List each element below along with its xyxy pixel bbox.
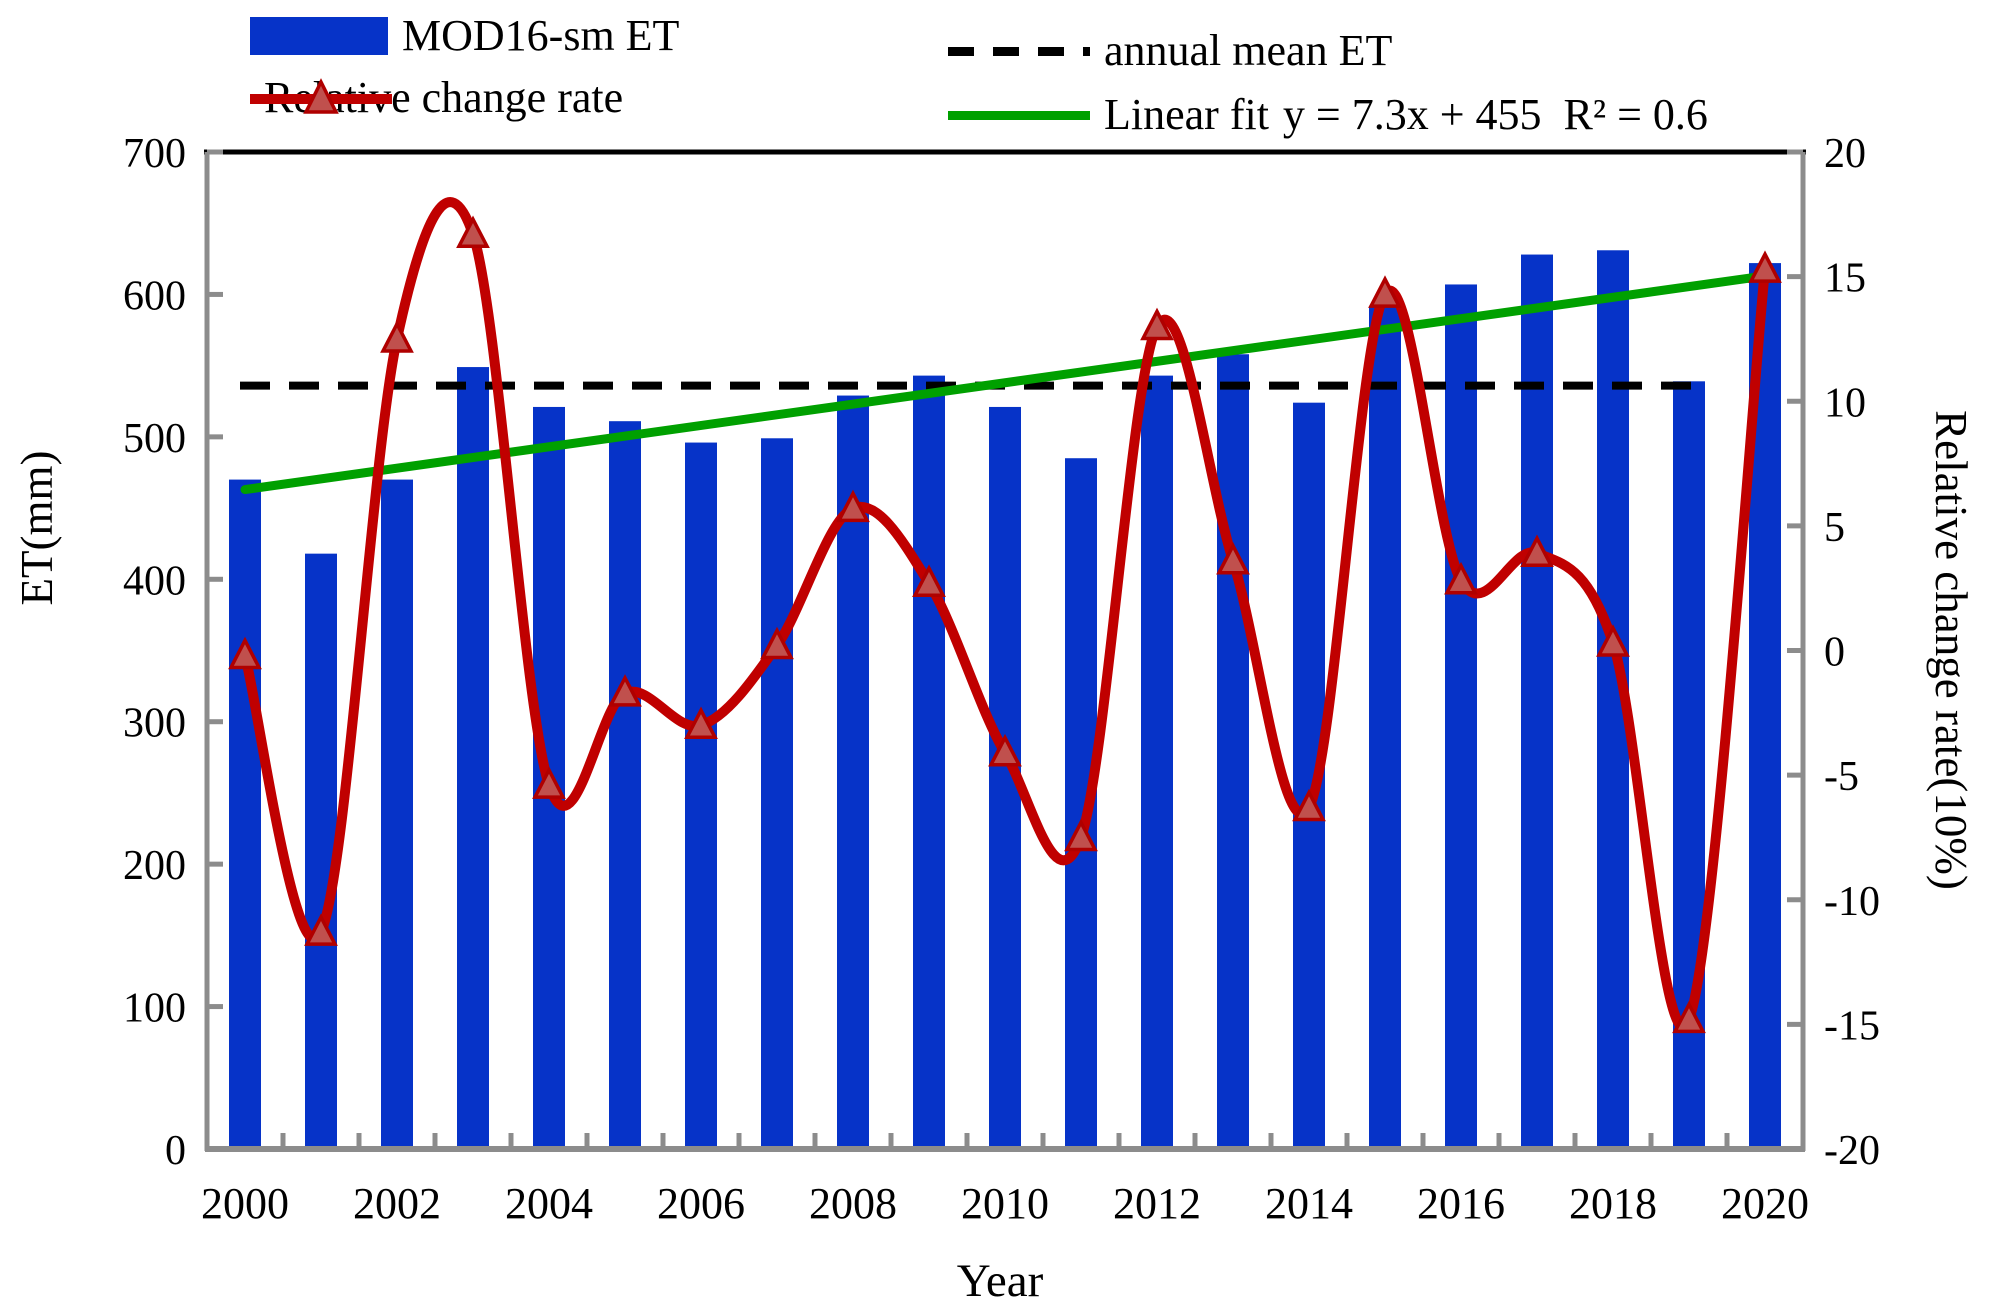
right-tick-label--10: -10 xyxy=(1824,879,1880,925)
x-tick-label-2020: 2020 xyxy=(1721,1179,1809,1228)
legend-fit-label: Linear fit xyxy=(1104,90,1269,139)
rate-marker-2005 xyxy=(608,674,642,707)
right-tick-label-10: 10 xyxy=(1824,380,1866,426)
left-tick-label-400: 400 xyxy=(123,558,186,604)
x-tick-label-2002: 2002 xyxy=(353,1179,441,1228)
rate-marker-2001 xyxy=(304,913,338,946)
legend-bar-label: MOD16-sm ET xyxy=(402,11,680,60)
x-tick-label-2000: 2000 xyxy=(201,1179,289,1228)
right-tick-label--20: -20 xyxy=(1824,1128,1880,1174)
left-tick-label-500: 500 xyxy=(123,416,186,462)
rate-marker-2003 xyxy=(456,215,490,249)
legend-item-linear-fit: Linear fit y = 7.3x + 455 R² = 0.6 xyxy=(948,93,1708,137)
left-tick-label-300: 300 xyxy=(123,701,186,747)
bar-swatch-icon xyxy=(250,17,388,55)
bar-2013 xyxy=(1217,354,1249,1150)
bar-2007 xyxy=(761,438,793,1149)
rate-marker-2007 xyxy=(760,626,794,660)
rate-marker-2009 xyxy=(912,564,946,597)
rate-marker-2014 xyxy=(1292,788,1326,822)
bar-2017 xyxy=(1521,254,1553,1149)
bar-2003 xyxy=(457,367,489,1149)
rate-marker-2013 xyxy=(1216,541,1250,575)
right-tick-label-0: 0 xyxy=(1824,630,1845,676)
bar-2016 xyxy=(1445,284,1477,1149)
bar-2005 xyxy=(609,421,641,1149)
rate-marker-2020 xyxy=(1748,250,1782,283)
linear-fit-line xyxy=(240,271,1770,495)
x-tick-label-2010: 2010 xyxy=(961,1179,1049,1228)
green-line-swatch-icon xyxy=(948,110,1090,120)
x-tick-label-2018: 2018 xyxy=(1569,1179,1657,1228)
rate-marker-2017 xyxy=(1520,534,1554,568)
right-tick-label--15: -15 xyxy=(1824,1003,1880,1049)
rate-marker-2016 xyxy=(1444,561,1478,595)
legend-item-rate: Relative change rate xyxy=(250,76,623,120)
rate-marker-2019 xyxy=(1672,1000,1706,1034)
left-tick-label-700: 700 xyxy=(123,131,186,177)
left-tick-label-200: 200 xyxy=(123,843,186,889)
x-tick-label-2006: 2006 xyxy=(657,1179,745,1228)
legend-item-annual-mean: annual mean ET xyxy=(948,29,1392,73)
legend-fit-equation: y = 7.3x + 455 R² = 0.6 xyxy=(1282,90,1708,139)
rate-marker-2004 xyxy=(532,766,566,799)
rate-marker-2000 xyxy=(228,636,262,670)
legend-mean-label: annual mean ET xyxy=(1104,26,1393,75)
x-tick-label-2008: 2008 xyxy=(809,1179,897,1228)
rate-marker-2002 xyxy=(380,320,414,353)
x-tick-label-2016: 2016 xyxy=(1417,1179,1505,1228)
rate-marker-2015 xyxy=(1368,275,1402,308)
rate-marker-2010 xyxy=(988,733,1022,767)
rate-marker-2018 xyxy=(1596,624,1630,657)
bar-2000 xyxy=(229,479,261,1150)
rate-marker-2011 xyxy=(1064,818,1098,852)
bar-2001 xyxy=(305,553,337,1149)
right-tick-label-15: 15 xyxy=(1824,256,1866,302)
bar-2015 xyxy=(1369,305,1401,1149)
left-axis-title: ET(mm) xyxy=(12,450,62,606)
right-tick-label-5: 5 xyxy=(1824,505,1845,551)
bar-2002 xyxy=(381,479,413,1150)
dashed-line-swatch-icon xyxy=(948,46,1090,56)
x-axis-title: Year xyxy=(956,1255,1044,1307)
bar-2009 xyxy=(913,375,945,1149)
right-axis-title: Relative change rate(10%) xyxy=(1926,410,1976,890)
bar-2006 xyxy=(685,442,717,1149)
x-tick-label-2012: 2012 xyxy=(1113,1179,1201,1228)
left-tick-label-0: 0 xyxy=(165,1128,186,1174)
x-tick-label-2014: 2014 xyxy=(1265,1179,1353,1228)
left-tick-label-600: 600 xyxy=(123,273,186,319)
rate-marker-2012 xyxy=(1140,307,1174,341)
x-tick-label-2004: 2004 xyxy=(505,1179,593,1228)
legend-item-et-bars: MOD16-sm ET xyxy=(250,14,679,58)
right-tick-label-20: 20 xyxy=(1824,131,1866,177)
bar-2012 xyxy=(1141,375,1173,1149)
left-tick-label-100: 100 xyxy=(123,986,186,1032)
rate-marker-2006 xyxy=(684,706,718,740)
rate-marker-2008 xyxy=(836,489,870,523)
bar-2019 xyxy=(1673,381,1705,1149)
right-tick-label--5: -5 xyxy=(1824,754,1859,800)
